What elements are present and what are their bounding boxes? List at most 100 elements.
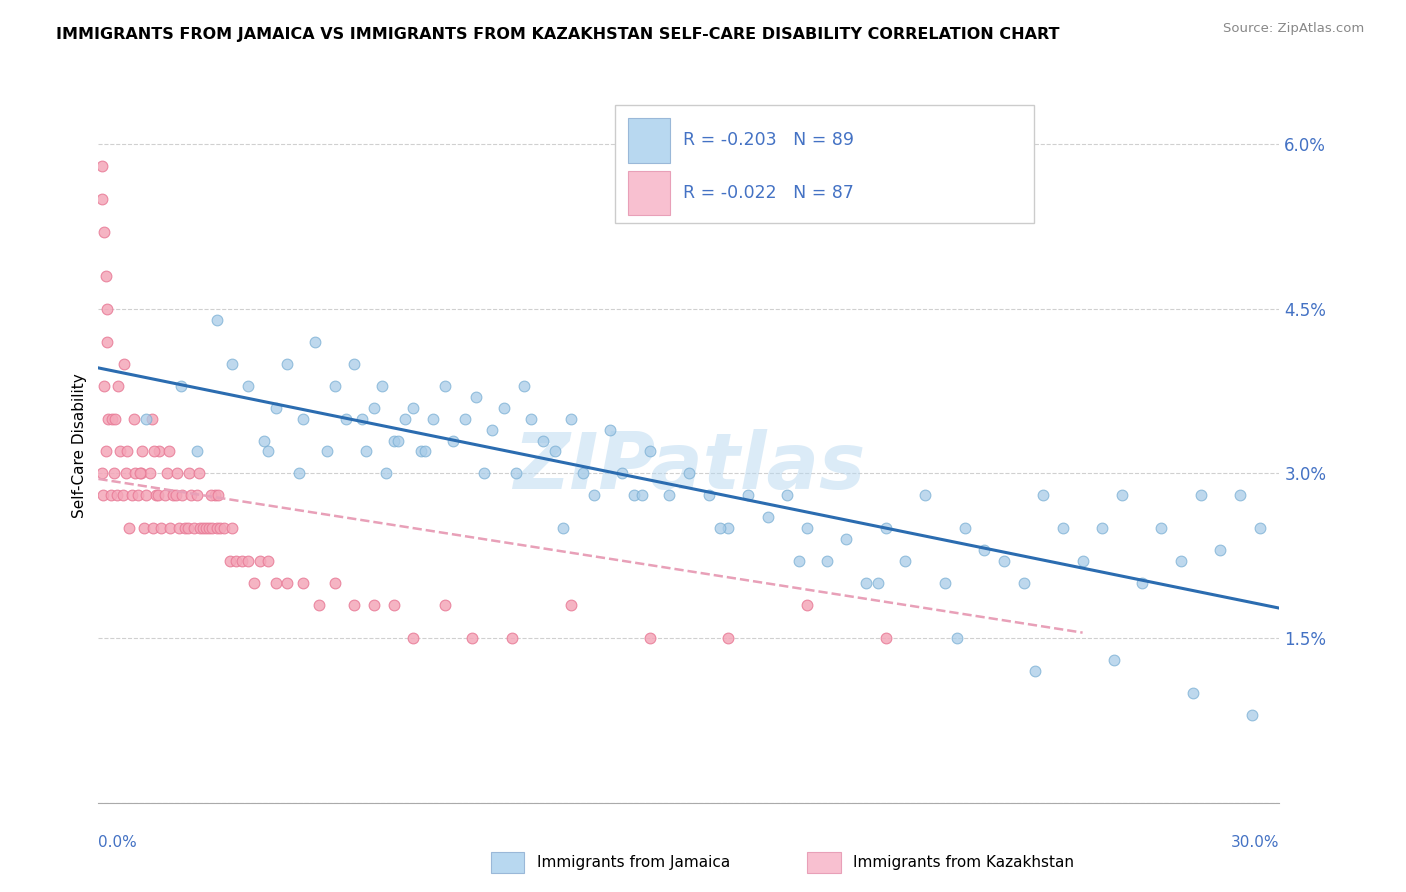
Point	[433, 598, 456, 612]
Point	[103, 467, 125, 481]
Point	[197, 521, 219, 535]
Point	[165, 488, 187, 502]
Point	[157, 444, 180, 458]
Point	[127, 488, 149, 502]
Point	[256, 444, 278, 458]
Point	[323, 378, 346, 392]
Point	[93, 225, 115, 239]
Point	[207, 521, 229, 535]
Point	[183, 521, 205, 535]
Point	[221, 521, 243, 535]
Text: R = -0.022   N = 87: R = -0.022 N = 87	[683, 184, 853, 202]
Point	[177, 467, 200, 481]
Point	[236, 554, 259, 568]
Point	[292, 411, 315, 425]
Point	[835, 533, 858, 547]
Point	[1170, 554, 1192, 568]
Point	[402, 631, 425, 645]
Point	[115, 444, 138, 458]
Point	[135, 411, 157, 425]
Text: Source: ZipAtlas.com: Source: ZipAtlas.com	[1223, 22, 1364, 36]
Point	[200, 488, 222, 502]
Point	[96, 301, 118, 316]
Point	[953, 521, 976, 535]
Point	[363, 598, 385, 612]
Point	[343, 598, 366, 612]
Point	[571, 467, 593, 481]
Text: Immigrants from Kazakhstan: Immigrants from Kazakhstan	[853, 855, 1074, 870]
Point	[90, 159, 112, 173]
Point	[787, 554, 810, 568]
Point	[231, 554, 253, 568]
Point	[599, 423, 621, 437]
Point	[678, 467, 700, 481]
Point	[308, 598, 330, 612]
Point	[717, 521, 740, 535]
Point	[638, 631, 661, 645]
Point	[209, 521, 232, 535]
Point	[204, 488, 226, 502]
Point	[112, 357, 135, 371]
Point	[201, 521, 224, 535]
Point	[354, 444, 377, 458]
Point	[219, 554, 242, 568]
Point	[180, 488, 202, 502]
Point	[288, 467, 311, 481]
Point	[93, 378, 115, 392]
Point	[166, 467, 188, 481]
Point	[374, 467, 396, 481]
Point	[118, 521, 141, 535]
Point	[186, 444, 208, 458]
Point	[1249, 521, 1271, 535]
Text: 0.0%: 0.0%	[98, 836, 138, 850]
Point	[156, 467, 179, 481]
Point	[531, 434, 554, 448]
Point	[221, 357, 243, 371]
Point	[560, 411, 582, 425]
Point	[866, 576, 889, 591]
Point	[194, 521, 217, 535]
Point	[105, 488, 128, 502]
Point	[256, 554, 278, 568]
Point	[717, 631, 740, 645]
Point	[315, 444, 337, 458]
Point	[1052, 521, 1074, 535]
Point	[709, 521, 731, 535]
Point	[371, 378, 394, 392]
Point	[505, 467, 527, 481]
Point	[264, 401, 287, 415]
Point	[453, 411, 475, 425]
Point	[875, 631, 897, 645]
Point	[363, 401, 385, 415]
Point	[1012, 576, 1035, 591]
Point	[101, 411, 124, 425]
Point	[1181, 686, 1204, 700]
Point	[623, 488, 645, 502]
Point	[638, 444, 661, 458]
Point	[1150, 521, 1173, 535]
Point	[402, 401, 425, 415]
Point	[1240, 708, 1263, 723]
Point	[162, 488, 184, 502]
Point	[170, 378, 193, 392]
Point	[343, 357, 366, 371]
Point	[993, 554, 1015, 568]
Point	[658, 488, 681, 502]
Point	[352, 411, 374, 425]
Point	[796, 521, 818, 535]
Point	[815, 554, 838, 568]
Point	[1130, 576, 1153, 591]
Point	[243, 576, 266, 591]
Point	[1229, 488, 1251, 502]
Point	[1102, 653, 1125, 667]
Point	[501, 631, 523, 645]
Point	[292, 576, 315, 591]
Point	[107, 378, 129, 392]
Point	[551, 521, 574, 535]
Point	[91, 192, 114, 206]
Point	[191, 521, 214, 535]
Point	[236, 378, 259, 392]
Point	[756, 510, 779, 524]
Point	[894, 554, 917, 568]
Point	[441, 434, 464, 448]
